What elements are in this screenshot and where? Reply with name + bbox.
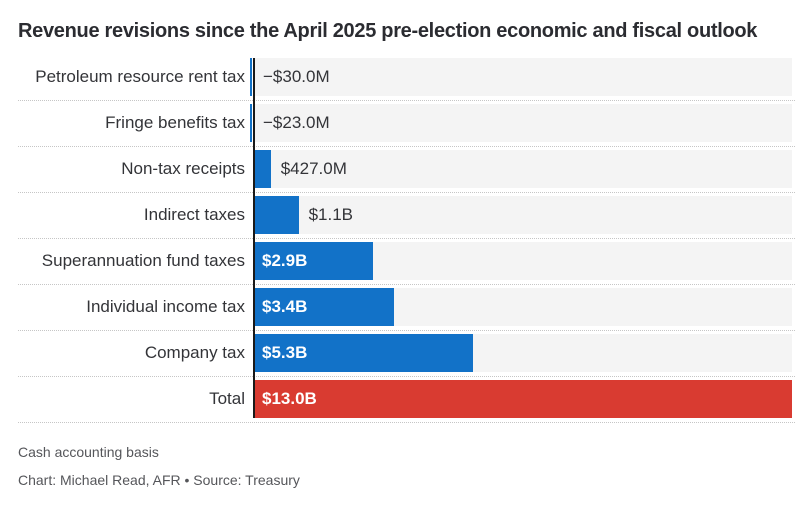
bar-row: Company tax $5.3B xyxy=(18,334,795,377)
bar xyxy=(253,196,299,234)
chart-credit: Chart: Michael Read, AFR • Source: Treas… xyxy=(18,472,300,488)
bar-track: $427.0M xyxy=(253,150,792,188)
bar-row: Total $13.0B xyxy=(18,380,795,423)
bar-row: Fringe benefits tax −$23.0M xyxy=(18,104,795,147)
bar-track: $3.4B xyxy=(253,288,792,326)
value-label: −$23.0M xyxy=(263,113,330,132)
bar xyxy=(253,334,473,372)
category-label: Non-tax receipts xyxy=(121,159,245,178)
bar-track: $5.3B xyxy=(253,334,792,372)
bar-row: Non-tax receipts $427.0M xyxy=(18,150,795,193)
category-label: Fringe benefits tax xyxy=(105,113,245,132)
zero-axis-line xyxy=(253,58,255,418)
bar-row: Superannuation fund taxes $2.9B xyxy=(18,242,795,285)
bar-track: −$23.0M xyxy=(250,104,792,142)
bar-track: $1.1B xyxy=(253,196,792,234)
bar-track: $13.0B xyxy=(253,380,792,418)
value-label: −$30.0M xyxy=(263,67,330,86)
bar-track: −$30.0M xyxy=(250,58,792,96)
bar xyxy=(253,288,394,326)
chart-note: Cash accounting basis xyxy=(18,444,159,460)
bar-row: Indirect taxes $1.1B xyxy=(18,196,795,239)
category-label: Indirect taxes xyxy=(143,205,245,224)
bar-row: Individual income tax $3.4B xyxy=(18,288,795,331)
value-label: $3.4B xyxy=(262,297,308,316)
bar xyxy=(253,380,792,418)
value-label: $427.0M xyxy=(280,159,347,178)
category-label: Company tax xyxy=(144,343,245,362)
value-label: $13.0B xyxy=(262,389,317,408)
bar xyxy=(253,150,271,188)
bar xyxy=(253,242,374,280)
bar-row: Petroleum resource rent tax −$30.0M xyxy=(18,58,795,101)
bar xyxy=(250,58,252,96)
category-label: Superannuation fund taxes xyxy=(41,251,245,270)
chart-title: Revenue revisions since the April 2025 p… xyxy=(18,20,758,42)
value-label: $5.3B xyxy=(262,343,308,362)
category-label: Petroleum resource rent tax xyxy=(35,67,245,86)
category-label: Total xyxy=(209,389,245,408)
bar xyxy=(250,104,252,142)
bar-chart: Petroleum resource rent tax −$30.0M Fringe… xyxy=(18,58,795,423)
bar-track: $2.9B xyxy=(253,242,792,280)
category-label: Individual income tax xyxy=(86,297,245,316)
value-label: $1.1B xyxy=(308,205,354,224)
value-label: $2.9B xyxy=(262,251,308,270)
